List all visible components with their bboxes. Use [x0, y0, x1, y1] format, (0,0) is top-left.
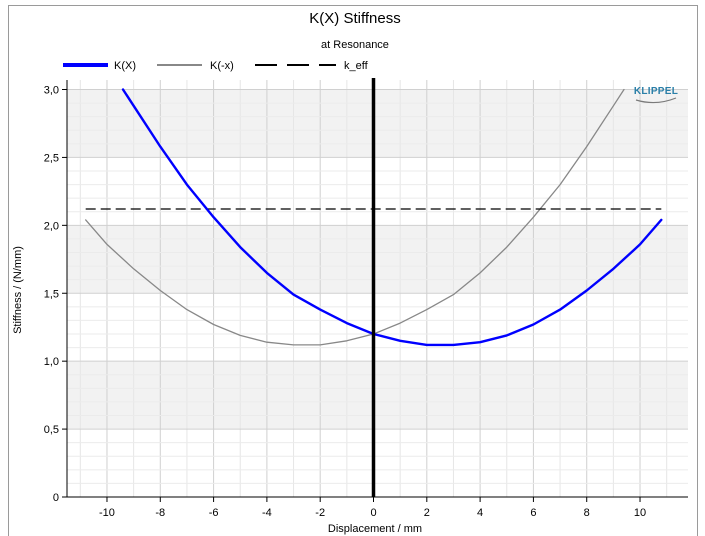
- legend-kx-label: K(X): [114, 60, 136, 72]
- x-tick-label: -2: [315, 507, 325, 519]
- plot-band: [67, 225, 688, 294]
- x-tick-label: 10: [634, 507, 646, 519]
- y-tick-label: 0: [53, 492, 59, 504]
- x-tick-label: 2: [424, 507, 430, 519]
- x-tick-label: 0: [370, 507, 376, 519]
- y-tick-label: 1,5: [44, 288, 59, 300]
- brand-swoosh: [635, 97, 677, 104]
- series-line-k-x-: [121, 88, 663, 347]
- plot-band: [67, 89, 688, 158]
- x-tick-label: 4: [477, 507, 483, 519]
- x-tick-label: -8: [155, 507, 165, 519]
- grid-lines: [67, 80, 688, 497]
- axes: [66, 80, 688, 498]
- plot-bands: [67, 89, 688, 430]
- y-tick-labels: 0 0,5 1,0 1,5 2,0 2,5 3,0: [44, 85, 67, 504]
- legend: K(X) K(-x) k_eff: [63, 60, 369, 72]
- y-tick-label: 0,5: [44, 424, 59, 436]
- x-tick-labels: -10 -8 -6 -4 -2 0 2 4 6 8 10: [99, 497, 646, 519]
- klippel-logo: KLIPPEL: [634, 86, 678, 104]
- chart-title: K(X) Stiffness: [309, 10, 400, 27]
- legend-kminusx-label: K(-x): [210, 60, 234, 72]
- x-tick-label: -10: [99, 507, 115, 519]
- brand-text: KLIPPEL: [634, 86, 678, 97]
- x-tick-label: -4: [262, 507, 272, 519]
- x-axis-label: Displacement / mm: [328, 523, 422, 535]
- y-axis-label: Stiffness / (N/mm): [12, 246, 24, 334]
- legend-keff-label: k_eff: [344, 60, 369, 72]
- series-line-k-x-: [85, 88, 625, 346]
- x-tick-label: -6: [209, 507, 219, 519]
- y-tick-label: 2,5: [44, 152, 59, 164]
- chart-subtitle: at Resonance: [321, 39, 389, 51]
- x-tick-label: 6: [530, 507, 536, 519]
- y-tick-label: 1,0: [44, 356, 59, 368]
- y-tick-label: 2,0: [44, 220, 59, 232]
- chart-frame: [8, 5, 698, 536]
- plot-band: [67, 361, 688, 430]
- y-tick-label: 3,0: [44, 85, 59, 97]
- x-tick-label: 8: [584, 507, 590, 519]
